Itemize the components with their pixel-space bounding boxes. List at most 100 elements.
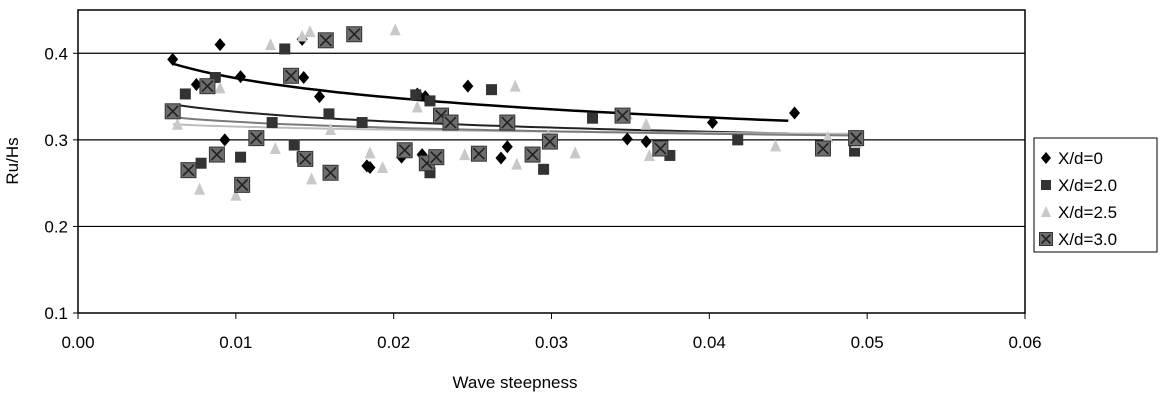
x-tick-label: 0.06: [1008, 333, 1041, 352]
marker-cross: [250, 132, 263, 145]
data-point-series-1: [214, 38, 226, 52]
x-tick-label: 0.01: [219, 333, 252, 352]
data-point-series-2: [424, 95, 436, 107]
data-point-series-4: [470, 145, 487, 162]
data-point-series-1: [462, 79, 474, 93]
data-point-series-2: [288, 139, 300, 151]
data-point-series-1: [167, 52, 179, 66]
data-point-series-1: [298, 71, 310, 85]
data-point-series-2: [849, 145, 861, 157]
marker-cross: [543, 135, 556, 148]
x-axis-title: Wave steepness: [452, 373, 577, 392]
x-tick-label: 0.04: [693, 333, 726, 352]
marker-cross: [210, 148, 223, 161]
data-point-series-1: [313, 90, 325, 104]
marker-cross: [398, 144, 411, 157]
y-tick-label: 0.1: [44, 304, 68, 323]
legend-label-4: X/d=3.0: [1058, 230, 1117, 249]
data-point-series-2: [323, 108, 335, 120]
data-point-series-4: [652, 140, 669, 157]
data-point-series-3: [364, 146, 376, 159]
data-point-series-3: [265, 38, 277, 51]
data-point-series-4: [848, 130, 865, 147]
marker-cross: [201, 80, 214, 93]
data-point-series-1: [501, 140, 513, 154]
marker-cross: [616, 109, 629, 122]
marker-cross: [526, 148, 539, 161]
data-point-series-4: [180, 162, 197, 179]
data-point-series-3: [770, 139, 782, 152]
data-point-series-3: [459, 148, 471, 161]
legend-marker-2: [1041, 180, 1051, 190]
data-point-series-2: [410, 89, 422, 101]
data-point-series-2: [195, 157, 207, 169]
data-point-series-3: [230, 188, 242, 201]
data-point-series-3: [569, 146, 581, 159]
data-point-series-2: [732, 134, 744, 146]
x-tick-label: 0.03: [535, 333, 568, 352]
data-points: [164, 23, 865, 201]
data-point-series-4: [322, 164, 339, 181]
data-point-series-2: [664, 149, 676, 161]
data-point-series-2: [266, 117, 278, 129]
data-point-series-4: [199, 78, 216, 95]
data-point-series-4: [499, 114, 516, 131]
data-point-series-3: [411, 100, 423, 113]
marker-cross: [430, 151, 443, 164]
marker-cross: [182, 164, 195, 177]
data-point-series-2: [424, 167, 436, 179]
data-point-series-4: [208, 146, 225, 163]
data-point-series-4: [234, 176, 251, 193]
legend-label-3: X/d=2.5: [1058, 203, 1117, 222]
data-point-series-3: [296, 29, 308, 42]
data-point-series-2: [179, 88, 191, 100]
x-axis-ticks: 0.00 0.01 0.02 0.03 0.04 0.05 0.06: [61, 313, 1042, 352]
data-point-series-4: [814, 140, 831, 157]
data-point-series-4: [428, 149, 445, 166]
marker-cross: [501, 116, 514, 129]
data-point-series-2: [356, 117, 368, 129]
y-axis-title: Ru/Hs: [3, 137, 22, 184]
marker-cross: [319, 34, 332, 47]
marker-cross: [285, 69, 298, 82]
data-point-series-3: [306, 172, 318, 185]
data-point-series-1: [235, 70, 247, 84]
data-point-series-3: [194, 182, 206, 195]
marker-cross: [324, 166, 337, 179]
data-point-series-2: [587, 112, 599, 124]
marker-cross: [236, 178, 249, 191]
legend-marker-4: [1039, 232, 1053, 246]
data-point-series-4: [524, 146, 541, 163]
data-point-series-4: [248, 130, 265, 147]
legend-marker-1: [1041, 152, 1051, 164]
marker-cross: [850, 132, 863, 145]
data-point-series-2: [538, 163, 550, 175]
trend-line-1: [172, 62, 789, 123]
legend-box: [1033, 137, 1158, 253]
legend-marker-3: [1041, 206, 1051, 217]
marker-cross: [1040, 233, 1052, 245]
data-point-series-3: [643, 148, 655, 161]
x-tick-label: 0.02: [377, 333, 410, 352]
data-point-series-1: [219, 133, 231, 147]
data-point-series-3: [389, 23, 401, 36]
marker-cross: [816, 142, 830, 155]
y-tick-label: 0.3: [44, 131, 68, 150]
marker-cross: [654, 142, 667, 155]
data-point-series-4: [283, 67, 300, 84]
data-point-series-3: [822, 130, 834, 143]
x-tick-label: 0.05: [851, 333, 884, 352]
data-point-series-3: [509, 79, 521, 92]
data-point-series-2: [486, 84, 498, 96]
data-point-series-1: [706, 116, 718, 130]
data-point-series-1: [789, 106, 801, 120]
marker-cross: [166, 105, 179, 118]
data-point-series-3: [269, 142, 281, 155]
legend-label-1: X/d=0: [1058, 149, 1103, 168]
data-point-series-3: [304, 25, 316, 38]
marker-cross: [472, 147, 485, 160]
data-point-series-2: [279, 43, 291, 55]
y-axis-ticks: 0.1 0.2 0.3 0.4: [44, 44, 78, 323]
x-tick-label: 0.00: [61, 333, 94, 352]
